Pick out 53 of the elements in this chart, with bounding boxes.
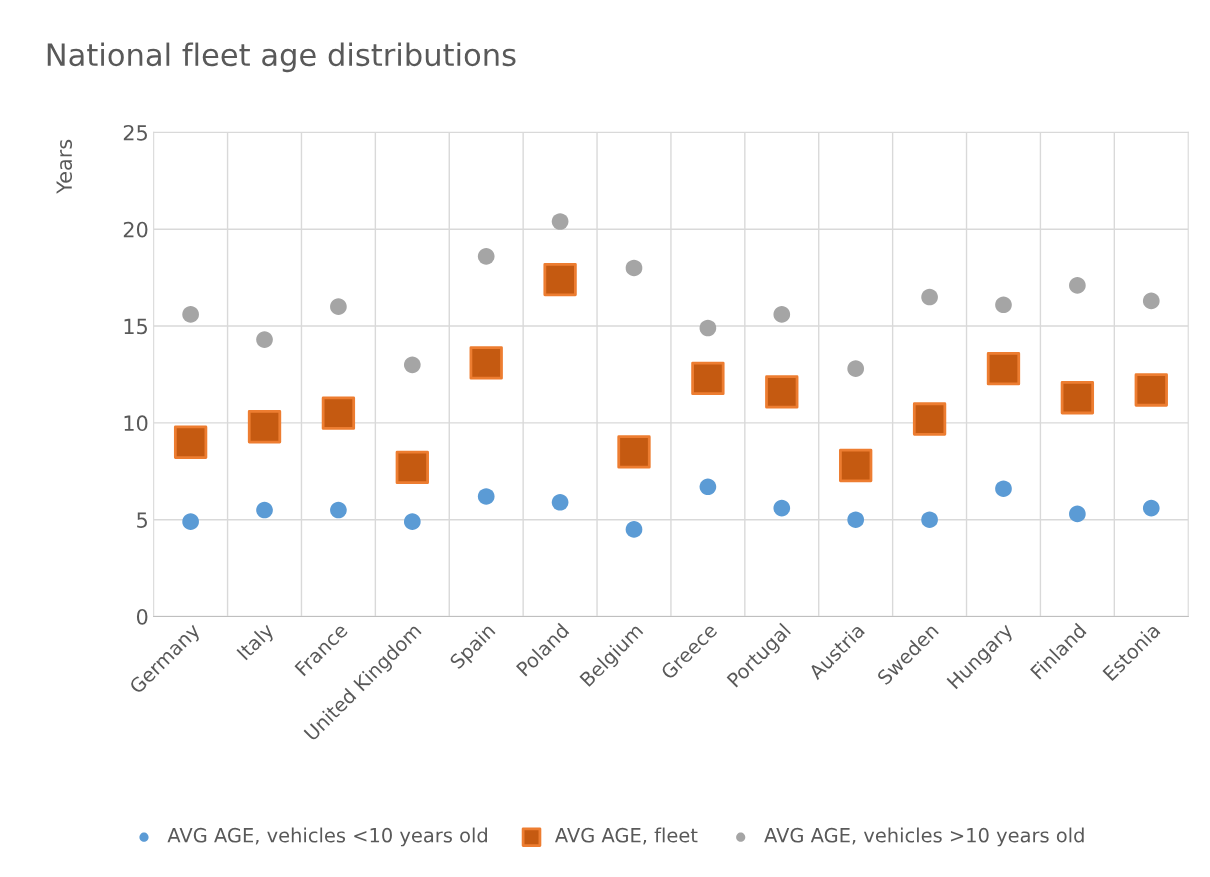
point <box>395 450 429 485</box>
point <box>625 521 643 538</box>
point <box>1060 381 1095 415</box>
point <box>247 410 282 444</box>
y-tick-label: 10 <box>124 415 148 432</box>
y-tick-label: 5 <box>137 512 147 528</box>
point <box>995 296 1012 314</box>
point <box>773 499 791 517</box>
point <box>765 375 799 409</box>
point <box>921 511 938 529</box>
point <box>469 346 503 380</box>
y-tick-label: 0 <box>136 608 148 625</box>
point <box>182 306 199 323</box>
point <box>1069 505 1086 523</box>
point <box>543 262 577 297</box>
point <box>847 360 865 377</box>
point <box>699 478 717 496</box>
point <box>321 396 356 430</box>
point <box>912 402 947 436</box>
y-axis-title: Years <box>56 139 73 194</box>
point <box>625 259 643 277</box>
point <box>691 361 725 396</box>
point <box>699 319 717 337</box>
legend-label: AVG AGE, vehicles >10 years old <box>764 827 1084 847</box>
point <box>986 352 1021 386</box>
point <box>551 213 569 230</box>
legend-label: AVG AGE, vehicles <10 years old <box>167 827 487 847</box>
point <box>182 513 199 530</box>
legend-label: AVG AGE, fleet <box>555 827 698 845</box>
point <box>995 480 1012 498</box>
chart-title: National fleet age distributions <box>47 42 516 73</box>
point <box>477 248 495 265</box>
point <box>551 493 569 511</box>
point <box>330 501 347 519</box>
point <box>839 448 873 483</box>
point <box>477 488 495 505</box>
point <box>773 306 791 323</box>
point <box>1142 292 1160 310</box>
point <box>256 331 273 348</box>
point <box>617 435 651 469</box>
point <box>330 298 347 316</box>
point <box>256 501 273 519</box>
point <box>847 511 865 529</box>
point <box>173 425 208 459</box>
y-tick-label: 20 <box>123 221 148 238</box>
point <box>921 288 938 306</box>
point <box>403 356 421 374</box>
point <box>403 513 421 530</box>
point <box>1069 277 1086 294</box>
point <box>1142 499 1160 517</box>
point <box>1134 373 1168 407</box>
y-tick-label: 15 <box>124 318 147 335</box>
y-tick-label: 25 <box>123 124 147 141</box>
